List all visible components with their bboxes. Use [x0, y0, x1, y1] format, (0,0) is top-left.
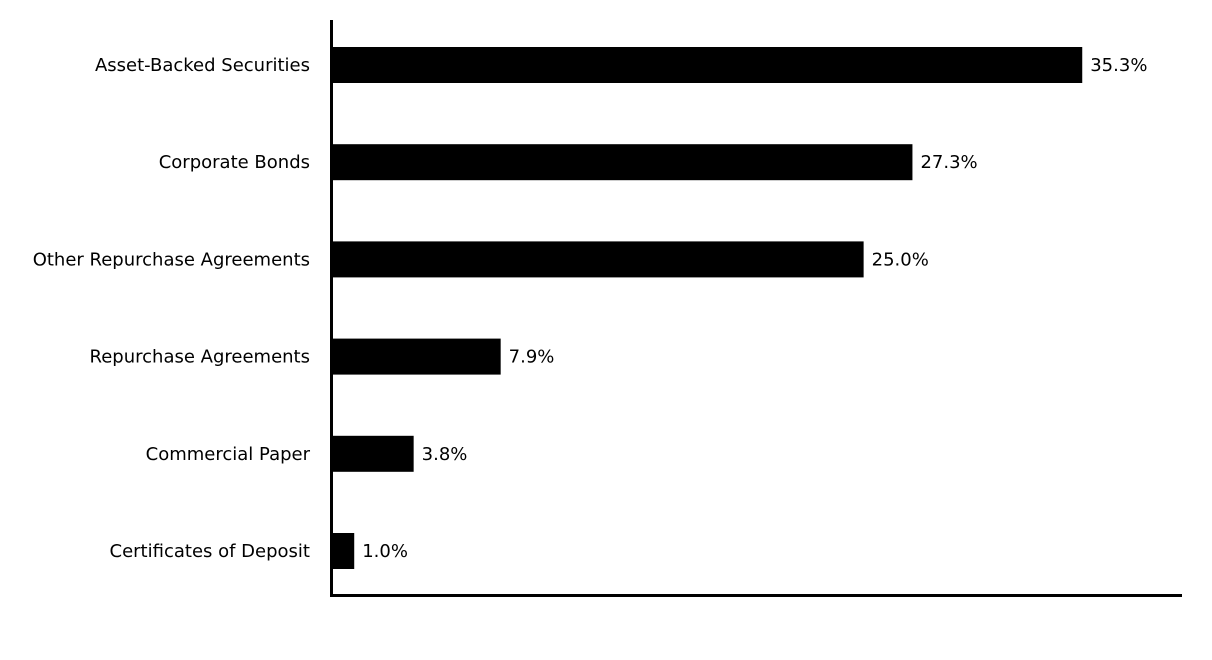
bar: [333, 338, 501, 375]
bar: [333, 435, 414, 472]
data-label: 1.0%: [362, 541, 408, 562]
data-label: 35.3%: [1090, 55, 1147, 76]
category-label: Repurchase Agreements: [90, 347, 310, 368]
data-label: 27.3%: [920, 152, 977, 173]
bar: [333, 241, 864, 278]
category-label: Certificates of Deposit: [110, 541, 310, 562]
bar: [333, 144, 913, 181]
bar: [333, 533, 355, 569]
data-label: 3.8%: [422, 444, 468, 465]
category-label: Commercial Paper: [146, 444, 311, 465]
category-label: Corporate Bonds: [159, 152, 310, 173]
category-label: Other Repurchase Agreements: [33, 249, 310, 270]
category-label: Asset-Backed Securities: [95, 55, 310, 76]
data-label: 25.0%: [872, 249, 929, 270]
bar: [333, 47, 1083, 83]
data-label: 7.9%: [509, 347, 555, 368]
